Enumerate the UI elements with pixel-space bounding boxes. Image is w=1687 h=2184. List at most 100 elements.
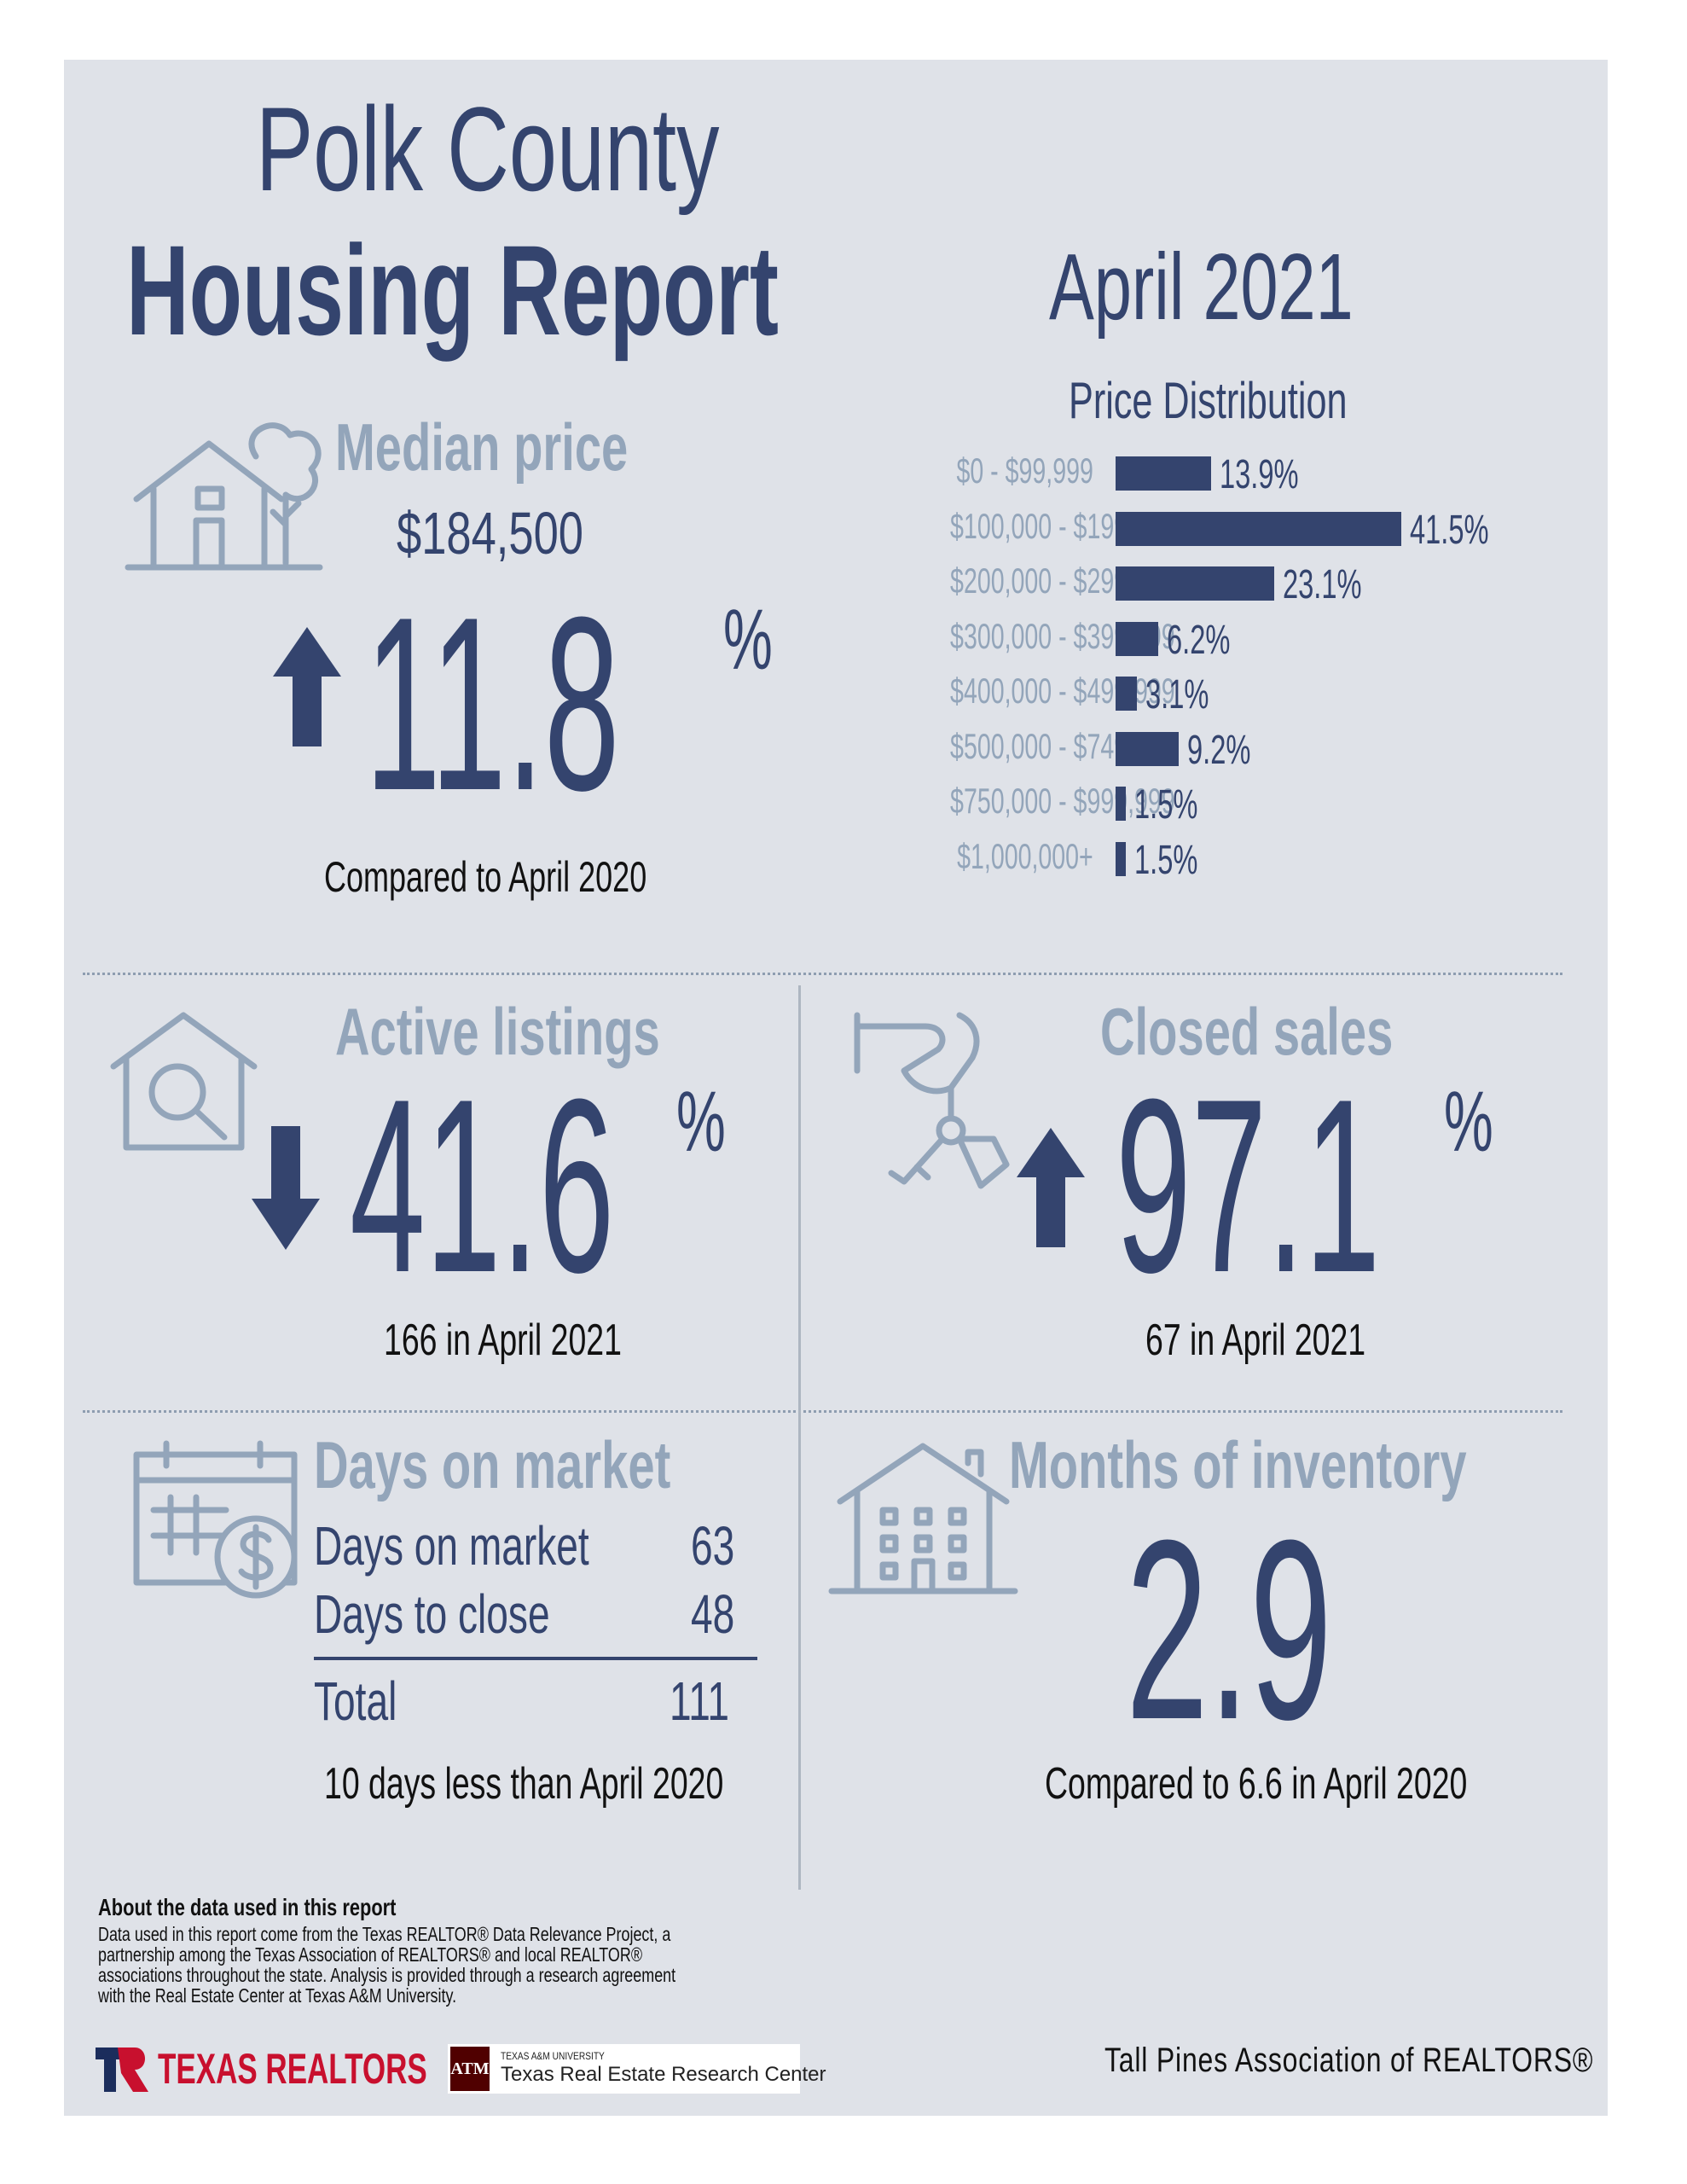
divider-middle — [83, 1410, 1562, 1413]
tamu-university-label: TEXAS A&M UNIVERSITY — [501, 2050, 605, 2062]
median-price-comparison-text: Compared to April 2020 — [324, 853, 647, 901]
months-inventory-note: Compared to 6.6 in April 2020 — [1045, 1762, 1632, 1806]
dist-range-label: $750,000 - $999,999 — [844, 783, 1175, 819]
total-label: Total — [314, 1674, 429, 1728]
tamu-logo-mark: ATM — [450, 2047, 490, 2091]
dist-range-label: $300,000 - $399,999 — [844, 618, 1175, 654]
house-search-icon — [110, 1012, 258, 1151]
dtc-row-label: Days to close — [314, 1587, 641, 1641]
association-name: Tall Pines Association of REALTORS® — [1104, 2043, 1687, 2077]
dist-value-label: 23.1% — [1283, 565, 1399, 606]
dist-bar — [1116, 621, 1159, 656]
title-line2: Housing Report — [126, 226, 1086, 354]
texas-realtors-logo-mark — [96, 2048, 148, 2092]
months-inventory-label: Months of inventory — [1009, 1432, 1644, 1498]
dom-row-value-text: 63 — [691, 1515, 735, 1577]
dist-value-label: 3.1% — [1145, 675, 1238, 716]
closed-sales-change-text: 97.1 — [1116, 1048, 1381, 1324]
dist-range-label-text: $0 - $99,999 — [956, 450, 1093, 491]
price-distribution-title: Price Distribution — [1069, 375, 1456, 427]
dom-row-label: Days on market — [314, 1519, 696, 1573]
dist-value-label-text: 6.2% — [1167, 617, 1231, 663]
dist-value-label: 9.2% — [1187, 727, 1280, 773]
dist-range-label: $100,000 - $199,999 — [844, 508, 1175, 544]
tamu-small-text: TEXAS A&M UNIVERSITY — [501, 2048, 623, 2064]
tamu-center-label: Texas Real Estate Research Center — [501, 2063, 826, 2086]
dist-range-label-text: $1,000,000+ — [957, 835, 1093, 876]
price-distribution-chart: $0 - $99,999 13.9% $100,000 - $199,999 41.5… — [844, 450, 1544, 900]
report-panel — [64, 60, 1608, 2116]
median-price-change-unit: % — [723, 597, 799, 682]
days-on-market-note-text: 10 days less than April 2020 — [324, 1759, 724, 1809]
dist-value-label-text: 9.2% — [1187, 727, 1251, 773]
about-heading: About the data used in this report — [98, 1896, 480, 1920]
association-name-text: Tall Pines Association of REALTORS® — [1104, 2042, 1594, 2079]
closed-sales-percent-text: % — [1444, 1074, 1493, 1170]
dist-value-label-text: 3.1% — [1145, 672, 1209, 717]
dist-bar — [1116, 456, 1212, 491]
active-listings-note: 166 in April 2021 — [384, 1318, 714, 1362]
dom-row-value: 63 — [691, 1519, 751, 1573]
about-line-3: associations throughout the state. Analy… — [98, 1964, 676, 1986]
dist-range-label: $1,000,000+ — [844, 835, 1093, 876]
active-listings-label: Active listings — [335, 998, 786, 1065]
active-listings-change: 41.6 — [350, 1062, 831, 1310]
dist-range-label: $400,000 - $499,999 — [844, 673, 1175, 709]
days-on-market-note: 10 days less than April 2020 — [324, 1762, 878, 1806]
dist-value-label: 1.5% — [1134, 785, 1227, 826]
house-tree-icon — [125, 422, 323, 571]
about-body: Data used in this report come from the T… — [98, 1925, 838, 2007]
about-heading-text: About the data used in this report — [98, 1894, 397, 1920]
median-price-value-text: $184,500 — [397, 500, 583, 566]
dist-bar — [1116, 787, 1127, 821]
about-line-1: Data used in this report come from the T… — [98, 1923, 671, 1945]
hand-keys-icon — [854, 1012, 1010, 1189]
closed-sales-label: Closed sales — [1100, 998, 1507, 1065]
closed-sales-note-text: 67 in April 2021 — [1145, 1316, 1366, 1365]
days-on-market-label: Days on market — [314, 1432, 809, 1498]
price-distribution-title-text: Price Distribution — [1069, 372, 1348, 429]
days-on-market-label-text: Days on market — [314, 1427, 671, 1502]
total-divider — [314, 1657, 757, 1660]
dist-bar — [1116, 677, 1138, 711]
dtc-row-label-text: Days to close — [314, 1583, 550, 1645]
arrow-down-icon — [252, 1126, 320, 1250]
months-inventory-label-text: Months of inventory — [1009, 1427, 1467, 1502]
title-line1: Polk County — [256, 90, 900, 209]
dist-value-label-text: 1.5% — [1134, 837, 1198, 883]
dist-value-label-text: 13.9% — [1220, 452, 1299, 497]
dist-value-label-text: 41.5% — [1410, 507, 1489, 553]
active-listings-change-unit: % — [676, 1079, 752, 1165]
report-period: April 2021 — [1049, 241, 1471, 334]
months-inventory-value-text: 2.9 — [1126, 1486, 1332, 1773]
active-listings-label-text: Active listings — [335, 994, 660, 1069]
dist-value-label: 6.2% — [1167, 617, 1260, 663]
dist-bar — [1116, 566, 1275, 601]
median-price-percent-text: % — [723, 592, 773, 688]
arrow-up-icon — [1017, 1128, 1085, 1247]
total-value-text: 111 — [670, 1670, 730, 1732]
months-inventory-note-text: Compared to 6.6 in April 2020 — [1045, 1759, 1468, 1809]
dist-value-label: 13.9% — [1220, 455, 1336, 496]
texas-realtors-wordmark: TEXAS REALTORS — [158, 2045, 427, 2093]
dist-bar — [1116, 511, 1401, 546]
title-line2-text: Housing Report — [126, 218, 779, 362]
dtc-row-value-text: 48 — [691, 1583, 735, 1645]
total-value: 111 — [670, 1674, 752, 1728]
median-price-label: Median price — [335, 414, 742, 480]
report-period-text: April 2021 — [1049, 235, 1354, 340]
dist-range-label: $200,000 - $299,999 — [844, 563, 1175, 599]
median-price-change-text: 11.8 — [365, 566, 620, 842]
about-line-2: partnership among the Texas Association … — [98, 1943, 643, 1966]
tamu-logo — [448, 2044, 800, 2094]
calendar-dollar-icon — [133, 1440, 298, 1599]
closed-sales-label-text: Closed sales — [1100, 994, 1394, 1069]
arrow-up-icon — [273, 627, 341, 746]
texas-realtors-logo-text: TEXAS REALTORS — [158, 2048, 542, 2090]
closed-sales-note: 67 in April 2021 — [1145, 1318, 1452, 1362]
active-listings-change-text: 41.6 — [350, 1048, 615, 1324]
median-price-label-text: Median price — [335, 410, 629, 485]
dist-range-label: $500,000 - $749,999 — [844, 728, 1175, 764]
total-label-text: Total — [314, 1670, 397, 1732]
tamu-center-text: Texas Real Estate Research Center — [501, 2065, 826, 2085]
